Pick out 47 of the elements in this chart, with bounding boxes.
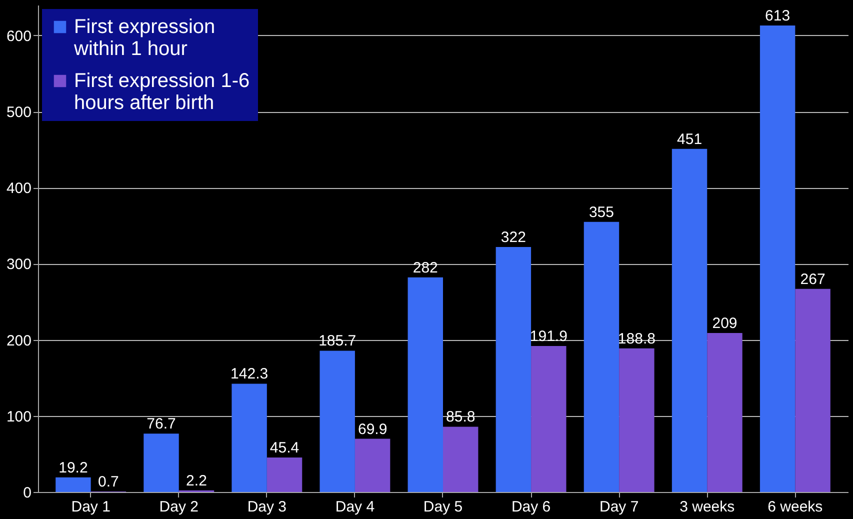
bar bbox=[496, 246, 532, 492]
y-tick-label: 0 bbox=[23, 484, 32, 502]
bar bbox=[795, 288, 830, 492]
x-tick-label: 6 weeks bbox=[768, 498, 823, 516]
data-label: 0.7 bbox=[98, 473, 119, 490]
x-tick-label: Day 3 bbox=[247, 498, 287, 516]
x-tick-label: Day 1 bbox=[71, 498, 110, 516]
data-label: 322 bbox=[500, 228, 526, 246]
data-label: 451 bbox=[677, 130, 702, 148]
bar bbox=[760, 26, 796, 492]
x-tick-label: Day 5 bbox=[423, 498, 463, 516]
bar bbox=[619, 348, 654, 492]
bar bbox=[320, 350, 355, 492]
x-tick-label: Day 2 bbox=[159, 498, 198, 516]
y-tick-label: 400 bbox=[6, 180, 32, 198]
data-label: 142.3 bbox=[230, 366, 268, 383]
data-label: 613 bbox=[765, 8, 790, 25]
data-label: 76.7 bbox=[146, 416, 176, 433]
data-label: 69.9 bbox=[358, 420, 388, 438]
bar bbox=[266, 457, 302, 492]
x-tick-label: Day 4 bbox=[335, 498, 375, 516]
bar bbox=[707, 332, 742, 492]
y-tick-label: 200 bbox=[6, 332, 32, 350]
data-label: 355 bbox=[588, 204, 614, 221]
x-tick-label: Day 7 bbox=[599, 498, 639, 516]
y-tick-label: 500 bbox=[6, 104, 32, 122]
legend-label: First expression 1-6 hours after birth bbox=[74, 70, 250, 114]
legend-label: First expression within 1 hour bbox=[73, 16, 216, 60]
x-tick-label: 3 weeks bbox=[680, 498, 735, 516]
data-label: 45.4 bbox=[270, 439, 300, 456]
bar bbox=[232, 384, 267, 492]
bar bbox=[144, 434, 179, 492]
bar bbox=[584, 222, 620, 492]
y-tick-label: 100 bbox=[6, 408, 32, 426]
data-label: 2.2 bbox=[186, 472, 207, 490]
y-tick-label: 600 bbox=[6, 28, 32, 45]
bar bbox=[672, 148, 708, 492]
y-tick-label: 300 bbox=[6, 256, 32, 274]
x-tick-label: Day 6 bbox=[511, 498, 551, 516]
bar bbox=[408, 277, 443, 492]
bar bbox=[56, 477, 91, 492]
bar bbox=[354, 438, 390, 492]
data-label: 209 bbox=[712, 314, 738, 332]
bar bbox=[531, 346, 566, 492]
bar bbox=[443, 426, 478, 492]
data-label: 267 bbox=[800, 270, 826, 288]
data-label: 19.2 bbox=[58, 459, 88, 476]
